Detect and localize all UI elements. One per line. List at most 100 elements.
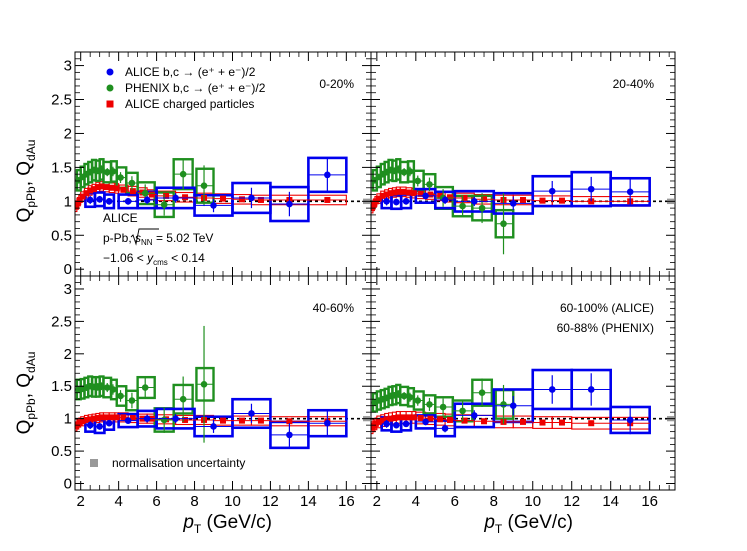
phenix-hfe-point — [400, 168, 408, 176]
alice-ch-point — [98, 414, 105, 421]
alice-ch-point — [417, 415, 424, 422]
alice-ch-point — [410, 190, 417, 197]
alice-ch-point — [257, 417, 264, 424]
alice-hfe-point — [143, 196, 151, 204]
y-tick-label: 1 — [64, 193, 72, 210]
system-annotation: ALICE p-Pb, sNN = 5.02 TeV −1.06 < ycms … — [103, 211, 213, 267]
alice-ch-point — [446, 194, 453, 201]
phenix-hfe-point — [414, 397, 422, 404]
alice-ch-point — [257, 196, 264, 203]
alice-hfe-point — [626, 416, 634, 424]
alice-ch-point — [379, 192, 386, 199]
y-tick-label: 3 — [64, 58, 72, 75]
alice-ch-point — [87, 416, 94, 423]
alice-ch-point — [83, 416, 90, 423]
alice-ch-point — [79, 193, 86, 200]
panel-2: 2 4 6 8 10 12 14 16 0 0.5 1 1.5 2 2.5 3 — [51, 275, 372, 510]
legend: ALICE b,c → (e⁺ + e⁻)/2 PHENIX b,c → (e⁺… — [106, 65, 266, 111]
panel-label-40-60: 40-60% — [313, 301, 355, 315]
phenix-hfe-point — [426, 401, 433, 408]
alice-ch-point — [379, 417, 386, 424]
phenix-hfe-point — [128, 179, 136, 187]
norm-legend-marker — [90, 459, 98, 467]
phenix-hfe-point — [200, 380, 208, 388]
alice-ch-point — [113, 414, 120, 421]
phenix-hfe-point — [160, 416, 168, 424]
legend-label-alice-ch: ALICE charged particles — [125, 97, 254, 111]
y-axis-title-bottom: QpPb, QdAu — [14, 352, 38, 435]
alice-ch-point — [94, 184, 101, 191]
alice-hfe-point — [324, 419, 331, 427]
alice-ch-point — [148, 191, 155, 198]
annotation-rapidity: −1.06 < ycms < 0.14 — [103, 251, 205, 267]
alice-hfe-point — [172, 415, 179, 422]
x-tick-label: 12 — [563, 493, 580, 510]
alice-hfe-point — [393, 198, 400, 206]
norm-legend: normalisation uncertainty — [90, 456, 245, 470]
panel-label-0-20: 0-20% — [319, 77, 354, 91]
phenix-hfe-point — [400, 392, 408, 400]
legend-label-alice-hfe: ALICE b,c → (e⁺ + e⁻)/2 — [125, 65, 256, 79]
alice-ch-point — [103, 184, 110, 191]
x-tick-label: 4 — [412, 493, 420, 510]
alice-hfe-point — [143, 415, 151, 422]
x-axis-title-left: pT (GeV/c) — [182, 512, 272, 536]
figure-chrome: QpPb, QdAu QpPb, QdAu pT (GeV/c) pT (GeV… — [14, 65, 654, 536]
y-tick-label: 2 — [64, 125, 72, 142]
alice-hfe-point — [96, 195, 103, 203]
phenix-hfe-point — [98, 382, 105, 390]
y-tick-label: 0.5 — [51, 227, 72, 244]
norm-legend-label: normalisation uncertainty — [112, 456, 245, 470]
alice-ch-point — [182, 194, 189, 201]
alice-hfe-point — [105, 419, 113, 427]
panel-label-60-100: 60-100% (ALICE) — [560, 301, 654, 315]
x-tick-label: 4 — [114, 493, 122, 510]
panel-0: 0 0.5 1 1.5 2 2.5 3 — [51, 51, 372, 278]
alice-ch-point — [90, 186, 97, 193]
alice-hfe-point — [509, 200, 517, 207]
alice-ch-point — [87, 187, 94, 194]
phenix-hfe-point — [117, 174, 124, 181]
y-tick-label: 0.5 — [51, 443, 72, 460]
phenix-hfe-point — [103, 168, 111, 176]
phenix-hfe-point — [394, 390, 402, 398]
alice-ch-point — [406, 414, 412, 421]
x-tick-label: 14 — [602, 493, 619, 510]
phenix-hfe-point — [117, 392, 124, 400]
legend-label-phenix-hfe: PHENIX b,c → (e⁺ + e⁻)/2 — [125, 81, 266, 95]
x-axis-title-right: pT (GeV/c) — [483, 512, 573, 536]
alice-hfe-point — [587, 185, 595, 193]
alice-hfe-point — [248, 194, 255, 202]
alice-ch-point — [94, 415, 101, 422]
phenix-hfe-point — [500, 220, 507, 228]
alice-ch-point — [182, 416, 189, 423]
plot-area — [371, 158, 675, 255]
alice-hfe-point — [441, 196, 449, 204]
alice-ch-point — [238, 196, 245, 203]
phenix-hfe-point — [109, 168, 117, 175]
alice-hfe-point — [509, 402, 517, 409]
alice-ch-point — [427, 415, 434, 422]
alice-ch-point — [83, 190, 90, 197]
alice-hfe-point — [402, 198, 410, 205]
alice-ch-point — [391, 189, 398, 196]
alice-ch-point — [109, 414, 115, 421]
alice-hfe-point — [383, 420, 390, 428]
alice-ch-point — [539, 419, 546, 426]
x-tick-label: 16 — [641, 493, 658, 510]
alice-ch-point — [400, 414, 407, 421]
phenix-hfe-point — [98, 166, 105, 173]
plot-area — [371, 368, 675, 438]
alice-ch-point — [98, 183, 105, 190]
x-tick-label: 2 — [373, 493, 381, 510]
alice-ch-point — [406, 189, 412, 196]
alice-hfe-point — [248, 410, 255, 417]
alice-ch-point — [375, 418, 382, 425]
alice-hfe-point — [124, 198, 132, 205]
phenix-hfe-point — [406, 168, 414, 175]
alice-ch-point — [427, 191, 434, 198]
alice-hfe-point — [422, 192, 429, 200]
alice-ch-point — [120, 186, 127, 193]
alice-ch-point — [461, 417, 468, 424]
